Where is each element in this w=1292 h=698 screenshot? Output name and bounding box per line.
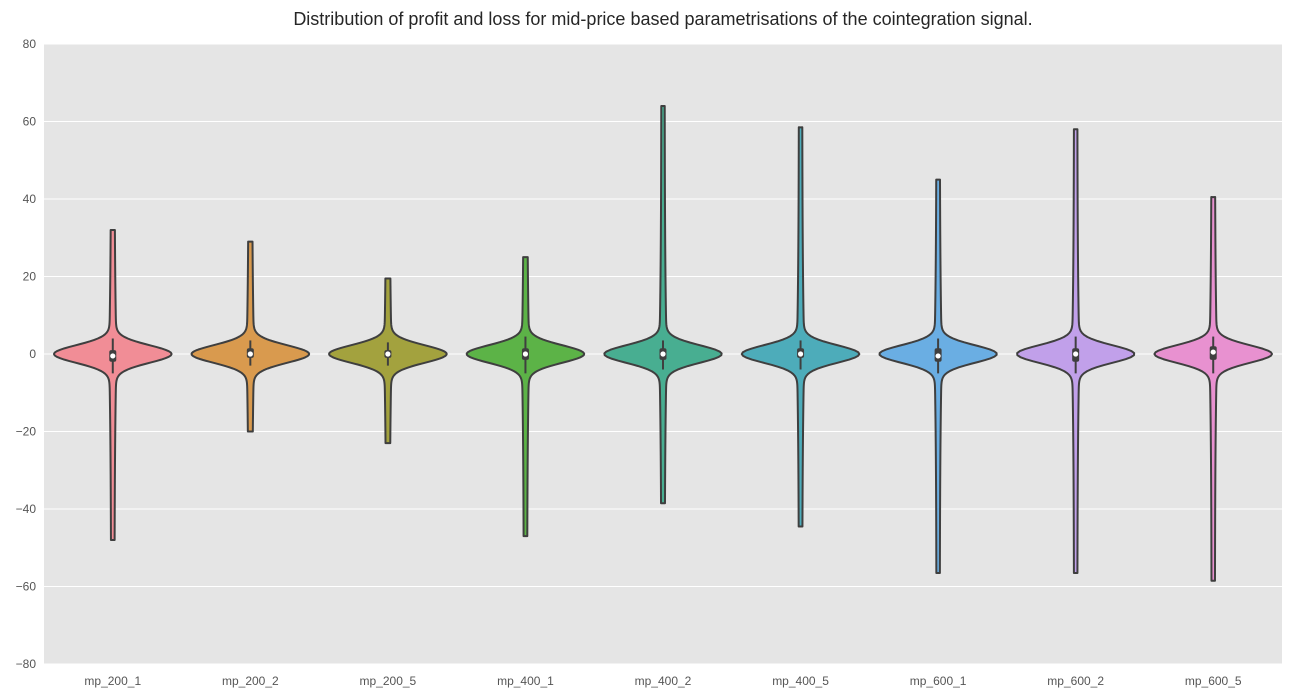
violin-mp-400-2 (603, 105, 723, 505)
violin-median-point (1210, 349, 1216, 355)
x-tick-label: mp_400_2 (635, 674, 692, 688)
violin-mp-600-2 (1016, 128, 1136, 574)
violin-body (603, 105, 723, 505)
violin-body (52, 229, 173, 541)
y-tick-label: 40 (23, 192, 37, 206)
violin-body (1153, 196, 1274, 582)
violins (52, 105, 1274, 582)
violin-mp-600-1 (878, 178, 998, 574)
y-axis-ticks: 80 60 40 20 0 −20 −40 −60 −80 (16, 37, 37, 671)
violin-median-point (935, 353, 941, 359)
y-tick-label: 20 (23, 270, 37, 284)
y-tick-label: 0 (29, 347, 36, 361)
violin-median-point (247, 351, 253, 357)
violin-mp-400-1 (465, 256, 586, 538)
violin-mp-400-5 (740, 126, 861, 528)
violin-median-point (797, 351, 804, 357)
violin-mp-200-5 (328, 277, 448, 445)
x-tick-label: mp_600_5 (1185, 674, 1242, 688)
y-tick-label: −40 (16, 502, 37, 516)
violin-median-point (1073, 351, 1079, 357)
y-tick-label: −20 (16, 425, 37, 439)
chart-title: Distribution of profit and loss for mid-… (293, 9, 1032, 29)
x-tick-label: mp_400_1 (497, 674, 554, 688)
x-tick-label: mp_600_1 (910, 674, 967, 688)
y-tick-label: −80 (16, 657, 37, 671)
violin-mp-200-2 (190, 240, 311, 433)
violin-body (740, 126, 861, 528)
violin-median-point (522, 351, 529, 357)
violin-median-point (660, 351, 666, 357)
y-tick-label: 80 (23, 37, 37, 51)
x-axis-ticks: mp_200_1 mp_200_2 mp_200_5 mp_400_1 mp_400_2… (84, 674, 1241, 688)
violin-body (465, 256, 586, 538)
x-tick-label: mp_200_5 (360, 674, 417, 688)
violin-body (190, 240, 311, 433)
violin-mp-600-5 (1153, 196, 1274, 582)
y-tick-label: −60 (16, 580, 37, 594)
violin-median-point (110, 353, 116, 359)
x-tick-label: mp_200_2 (222, 674, 279, 688)
violin-mp-200-1 (52, 229, 173, 541)
x-tick-label: mp_400_5 (772, 674, 829, 688)
violin-median-point (385, 351, 391, 357)
x-tick-label: mp_600_2 (1047, 674, 1104, 688)
x-tick-label: mp_200_1 (84, 674, 141, 688)
violin-body (878, 178, 998, 574)
y-tick-label: 60 (23, 115, 37, 129)
